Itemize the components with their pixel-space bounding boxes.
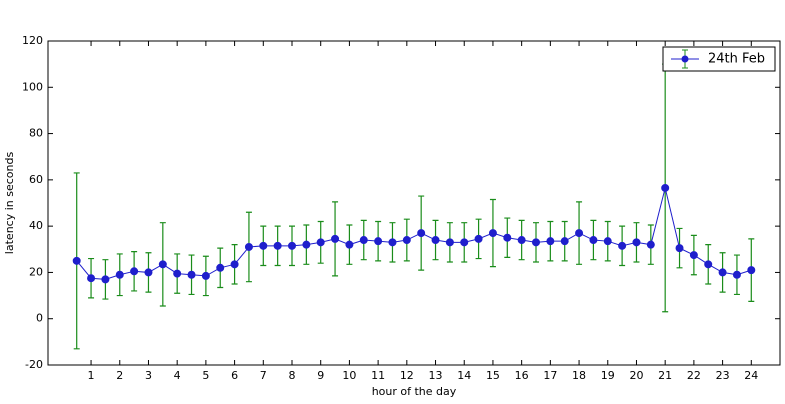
- marker: [689, 251, 698, 260]
- x-axis-label: hour of the day: [372, 385, 457, 398]
- marker: [87, 274, 96, 283]
- marker: [158, 260, 167, 269]
- marker: [675, 244, 684, 253]
- x-tick-label: 17: [543, 369, 557, 382]
- marker: [216, 263, 225, 272]
- marker: [560, 237, 569, 246]
- marker: [130, 267, 139, 276]
- x-tick-label: 12: [400, 369, 414, 382]
- marker: [474, 234, 483, 243]
- x-tick-label: 21: [658, 369, 672, 382]
- y-tick-label: 0: [36, 312, 43, 325]
- x-tick-label: 20: [629, 369, 643, 382]
- marker: [632, 238, 641, 247]
- x-tick-label: 13: [429, 369, 443, 382]
- y-tick-label: 100: [22, 80, 43, 93]
- marker: [402, 236, 411, 245]
- marker: [618, 241, 627, 250]
- marker: [388, 238, 397, 247]
- marker: [732, 270, 741, 279]
- marker: [661, 183, 670, 192]
- x-tick-label: 3: [145, 369, 152, 382]
- x-tick-label: 1: [88, 369, 95, 382]
- marker: [359, 236, 368, 245]
- x-tick-label: 11: [371, 369, 385, 382]
- marker: [417, 229, 426, 238]
- x-tick-label: 8: [289, 369, 296, 382]
- marker: [503, 233, 512, 242]
- marker: [288, 241, 296, 250]
- marker: [101, 275, 110, 284]
- marker: [374, 237, 383, 246]
- x-tick-label: 9: [317, 369, 324, 382]
- x-tick-label: 24: [744, 369, 758, 382]
- marker: [646, 240, 655, 249]
- marker: [115, 270, 124, 279]
- y-tick-label: 40: [29, 219, 43, 232]
- marker: [747, 266, 756, 275]
- marker: [72, 256, 81, 265]
- legend-glyph-marker: [681, 55, 689, 63]
- marker: [589, 236, 598, 245]
- x-tick-label: 5: [202, 369, 209, 382]
- series-line: [76, 187, 752, 280]
- marker: [201, 271, 210, 280]
- x-tick-label: 22: [687, 369, 701, 382]
- marker: [302, 240, 311, 249]
- x-tick-label: 14: [457, 369, 471, 382]
- marker: [603, 237, 612, 246]
- marker: [316, 238, 325, 247]
- x-tick-label: 4: [174, 369, 181, 382]
- marker: [173, 269, 182, 278]
- marker: [517, 236, 526, 245]
- marker: [273, 241, 282, 250]
- marker: [546, 237, 555, 246]
- x-tick-label: 6: [231, 369, 238, 382]
- marker: [704, 260, 713, 269]
- x-tick-label: 7: [260, 369, 267, 382]
- x-tick-label: 19: [601, 369, 615, 382]
- marker: [230, 260, 239, 269]
- x-tick-label: 23: [716, 369, 730, 382]
- y-tick-label: 80: [29, 127, 43, 140]
- marker: [445, 238, 454, 247]
- marker: [575, 229, 584, 238]
- x-tick-label: 16: [515, 369, 529, 382]
- marker: [259, 241, 268, 250]
- y-tick-label: 60: [29, 173, 43, 186]
- marker: [431, 236, 440, 245]
- y-tick-label: -20: [25, 358, 43, 371]
- marker: [187, 270, 196, 279]
- marker: [144, 268, 153, 277]
- x-tick-label: 18: [572, 369, 586, 382]
- y-tick-label: 20: [29, 265, 43, 278]
- y-axis-label: latency in seconds: [3, 152, 16, 255]
- marker: [488, 229, 497, 238]
- marker: [331, 234, 340, 243]
- marker: [244, 242, 253, 251]
- marker: [345, 240, 354, 249]
- x-tick-label: 10: [342, 369, 356, 382]
- marker: [718, 268, 727, 277]
- x-tick-label: 2: [116, 369, 123, 382]
- plot-area: [47, 40, 781, 366]
- marker: [460, 238, 469, 247]
- legend-label: 24th Feb: [708, 52, 765, 67]
- marker: [532, 238, 540, 247]
- y-tick-label: 120: [22, 34, 43, 47]
- x-tick-label: 15: [486, 369, 500, 382]
